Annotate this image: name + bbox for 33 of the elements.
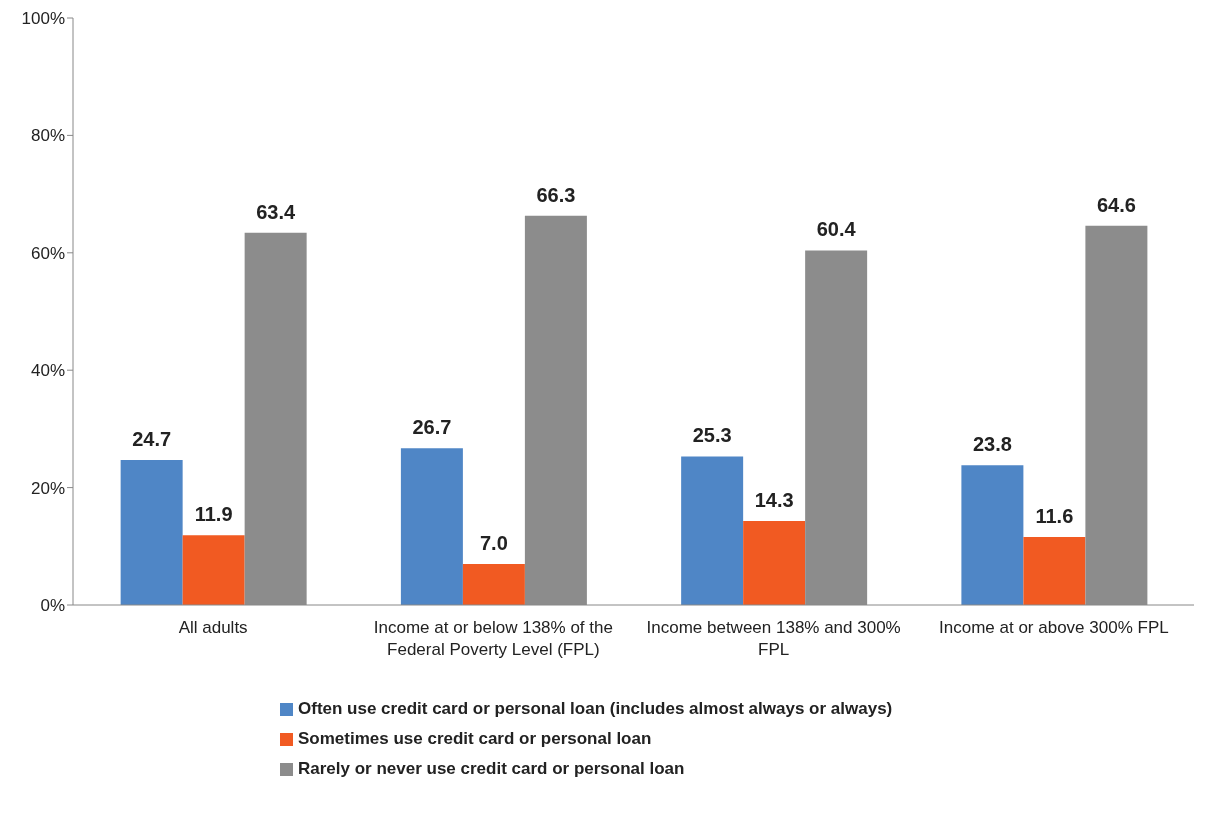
data-label: 64.6: [1096, 193, 1136, 216]
bar: [400, 448, 463, 605]
legend-label: Often use credit card or personal loan (includes almost always or always): [298, 699, 893, 719]
data-label: 7.0: [479, 531, 508, 554]
data-label: 11.6: [1035, 504, 1074, 527]
y-tick-label: 20%: [30, 478, 65, 498]
x-tick-label: Income at or below 138% of the Federal Poverty Level (FPL): [373, 618, 613, 659]
y-tick-label: 80%: [30, 126, 65, 146]
bar: [681, 456, 744, 605]
data-label: 66.3: [536, 183, 576, 206]
data-label: 63.4: [256, 200, 296, 223]
bar: [1023, 536, 1086, 605]
y-tick-label: 40%: [30, 361, 65, 381]
data-label: 11.9: [194, 503, 233, 526]
data-label: 24.7: [132, 428, 172, 451]
bar: [120, 460, 183, 605]
data-label: 14.3: [754, 489, 794, 512]
data-label: 23.8: [972, 433, 1012, 456]
bar: [743, 521, 806, 605]
x-tick-label: Income between 138% and 300% FPL: [646, 618, 901, 659]
x-tick-label: All adults: [178, 618, 248, 637]
data-label: 25.3: [692, 424, 732, 447]
bar: [961, 465, 1024, 605]
data-label: 26.7: [412, 416, 452, 439]
x-tick-label: Income at or above 300% FPL: [939, 618, 1169, 637]
bar: [182, 535, 245, 605]
legend-label: Sometimes use credit card or personal loan: [298, 729, 652, 749]
y-tick-label: 60%: [30, 243, 65, 263]
y-tick-label: 100%: [21, 9, 65, 29]
legend-label: Rarely or never use credit card or personal loan: [298, 759, 685, 779]
bar: [462, 563, 525, 605]
data-label: 60.4: [816, 218, 857, 241]
y-tick-label: 0%: [40, 596, 65, 616]
